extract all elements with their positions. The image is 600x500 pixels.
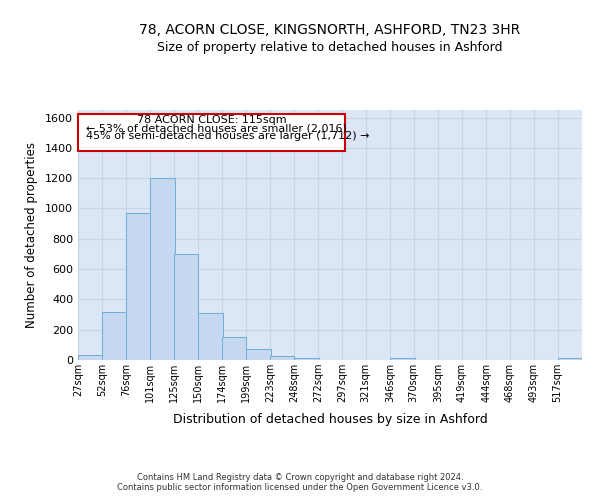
Bar — [199, 313, 223, 360]
X-axis label: Distribution of detached houses by size in Ashford: Distribution of detached houses by size … — [173, 414, 487, 426]
Bar — [126, 213, 151, 360]
Bar — [294, 358, 319, 360]
Text: 78 ACORN CLOSE: 115sqm: 78 ACORN CLOSE: 115sqm — [137, 114, 286, 124]
Bar — [557, 358, 582, 360]
Bar — [270, 356, 294, 360]
FancyBboxPatch shape — [78, 114, 345, 151]
Bar — [103, 312, 127, 360]
Bar — [151, 178, 175, 360]
Text: Contains HM Land Registry data © Crown copyright and database right 2024.
Contai: Contains HM Land Registry data © Crown c… — [118, 473, 482, 492]
Y-axis label: Number of detached properties: Number of detached properties — [25, 142, 38, 328]
Bar — [247, 350, 271, 360]
Text: 45% of semi-detached houses are larger (1,712) →: 45% of semi-detached houses are larger (… — [86, 131, 370, 141]
Text: 78, ACORN CLOSE, KINGSNORTH, ASHFORD, TN23 3HR: 78, ACORN CLOSE, KINGSNORTH, ASHFORD, TN… — [139, 22, 521, 36]
Bar — [222, 338, 247, 360]
Bar — [174, 254, 199, 360]
Text: ← 53% of detached houses are smaller (2,016): ← 53% of detached houses are smaller (2,… — [86, 123, 347, 133]
Bar — [78, 356, 103, 360]
Bar — [390, 358, 415, 360]
Text: Size of property relative to detached houses in Ashford: Size of property relative to detached ho… — [157, 41, 503, 54]
